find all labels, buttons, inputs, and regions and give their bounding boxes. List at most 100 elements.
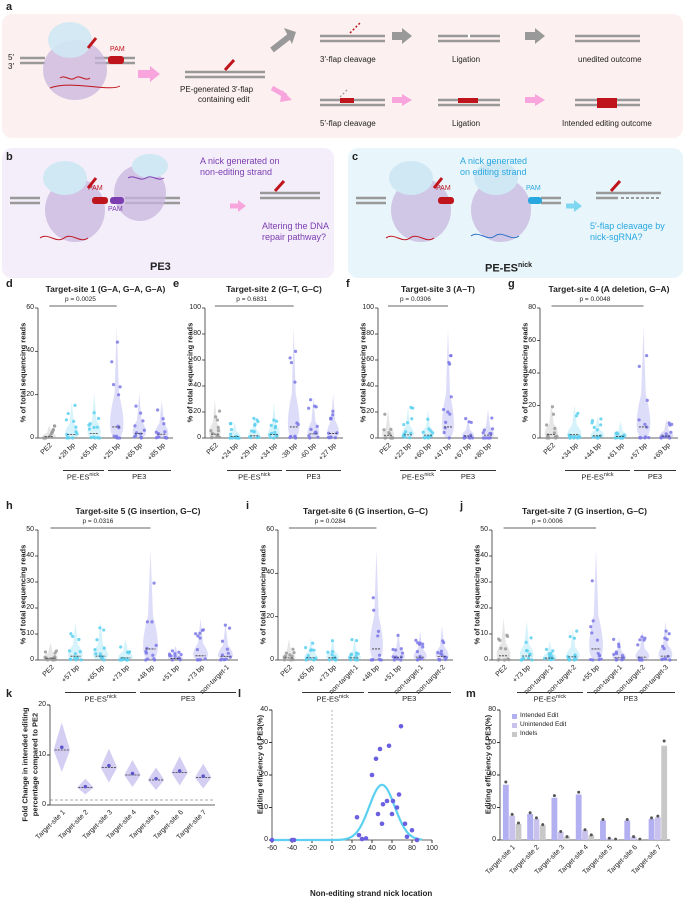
violin-g-4 xyxy=(636,327,651,438)
point-i-1 xyxy=(314,656,318,660)
point-h-7 xyxy=(220,639,225,643)
point-i-3 xyxy=(354,658,358,662)
point-e-1 xyxy=(229,432,233,436)
point-d-3 xyxy=(111,383,116,387)
point-f-4 xyxy=(467,420,471,424)
y-tick-label-f: 0 xyxy=(370,434,374,441)
l-xlabel: Non-editing strand nick location xyxy=(310,889,433,898)
point-j-5 xyxy=(614,651,619,656)
a-intended-outcome: Intended editing outcome xyxy=(562,119,652,128)
point-j-7 xyxy=(667,632,671,636)
group-label-h-1: PE3 xyxy=(180,694,196,703)
ylabel-j: % of total sequencing reads xyxy=(472,544,482,645)
point-i-5 xyxy=(393,648,398,652)
b-nick-text1: A nick generated on xyxy=(200,156,280,166)
m-legend-label-1: Unintended Edit xyxy=(520,721,567,728)
point-d-2 xyxy=(87,427,92,431)
violin-j-1 xyxy=(519,620,534,660)
group-label-h-0: PE-ESnick xyxy=(84,694,117,704)
point-g-2 xyxy=(599,417,603,421)
ylabel-h: % of total sequencing reads xyxy=(18,544,28,645)
point-f-5 xyxy=(482,428,486,432)
plot-title-f: Target-site 3 (A–T) xyxy=(401,284,475,294)
m-bar-point xyxy=(662,739,666,743)
point-e-3 xyxy=(269,423,273,427)
m-bar-point xyxy=(656,814,660,818)
y-tick-label-i: 20 xyxy=(266,612,274,620)
group-sup-h: nick xyxy=(106,694,117,700)
y-tick-label-j: 20 xyxy=(480,604,488,611)
point-g-1 xyxy=(573,435,577,439)
a-3flap-cleavage-label: 3′-flap cleavage xyxy=(320,55,376,64)
point-j-4 xyxy=(589,625,593,629)
violin-d-0 xyxy=(42,425,56,438)
group-label-d-0: PE-ESnick xyxy=(66,472,100,482)
point-d-5 xyxy=(162,422,166,426)
pvalue-j: p = 0.0006 xyxy=(531,518,563,525)
l-point xyxy=(390,798,396,804)
point-e-6 xyxy=(327,436,331,440)
m-bar xyxy=(661,745,668,840)
point-h-5 xyxy=(177,650,181,654)
l-x-tick-label: -60 xyxy=(266,845,278,852)
point-e-6 xyxy=(335,431,339,435)
y-tick-label-f: 40 xyxy=(366,382,374,389)
point-h-7 xyxy=(223,623,227,627)
l-x-tick-label: -40 xyxy=(286,845,298,852)
point-g-1 xyxy=(576,436,580,440)
group-label-d-1: PE3 xyxy=(132,472,147,481)
a-3prime-left: 3′ xyxy=(8,62,14,71)
panel-label-j: j xyxy=(460,500,464,512)
point-h-4 xyxy=(144,658,148,662)
point-h-0 xyxy=(51,658,55,662)
point-g-4 xyxy=(645,354,649,358)
panel-label-m: m xyxy=(466,688,476,700)
point-g-5 xyxy=(664,432,668,436)
point-e-3 xyxy=(274,419,279,423)
point-g-1 xyxy=(576,411,580,415)
point-h-1 xyxy=(79,658,83,662)
point-d-5 xyxy=(161,417,165,421)
point-h-6 xyxy=(195,648,199,652)
group-label-j-0: PE-ESnick xyxy=(533,694,566,704)
m-ylabel: Editing efficiency of PE3(%) xyxy=(483,714,493,815)
point-j-5 xyxy=(617,642,621,646)
c-name: PE-ESnick xyxy=(485,262,533,275)
l-point xyxy=(389,811,395,817)
plot-title-i: Target-site 6 (G insertion, G–C) xyxy=(302,506,428,516)
point-h-1 xyxy=(69,632,73,636)
point-h-4 xyxy=(145,620,150,624)
point-e-0 xyxy=(215,418,219,422)
point-j-4 xyxy=(597,654,601,658)
y-tick-label-j: 30 xyxy=(480,578,488,585)
point-h-2 xyxy=(102,646,106,650)
point-j-1 xyxy=(530,658,534,662)
l-y-tick-label: 20 xyxy=(260,771,268,778)
group-label-e-1: PE3 xyxy=(306,472,321,481)
point-j-5 xyxy=(617,645,621,649)
k-ylabel2: percentage compared to PE2 xyxy=(30,712,40,817)
point-f-2 xyxy=(423,436,427,440)
c-pam2: PAM xyxy=(526,185,541,192)
point-e-1 xyxy=(230,436,234,440)
violin-chart-f xyxy=(375,305,498,440)
y-tick-label-j: 40 xyxy=(480,552,488,559)
plot-title-d: Target-site 1 (G–A, G–A, G–A) xyxy=(45,284,166,294)
point-e-0 xyxy=(217,435,222,439)
group-label-f-0: PE-ESnick xyxy=(401,472,435,482)
point-d-3 xyxy=(115,340,119,344)
point-i-3 xyxy=(348,658,352,662)
m-bar xyxy=(564,836,570,840)
point-f-2 xyxy=(421,430,425,434)
point-f-0 xyxy=(389,427,393,431)
point-i-2 xyxy=(330,639,335,643)
violin-f-3 xyxy=(442,327,454,438)
l-x-tick-label: 0 xyxy=(330,845,334,852)
point-e-5 xyxy=(314,430,318,434)
group-label-e-0: PE-ESnick xyxy=(238,472,271,482)
point-h-1 xyxy=(78,650,82,654)
k-point xyxy=(83,784,88,789)
violin-chart-g xyxy=(537,305,678,440)
point-j-4 xyxy=(588,657,593,662)
l-point xyxy=(380,801,386,807)
